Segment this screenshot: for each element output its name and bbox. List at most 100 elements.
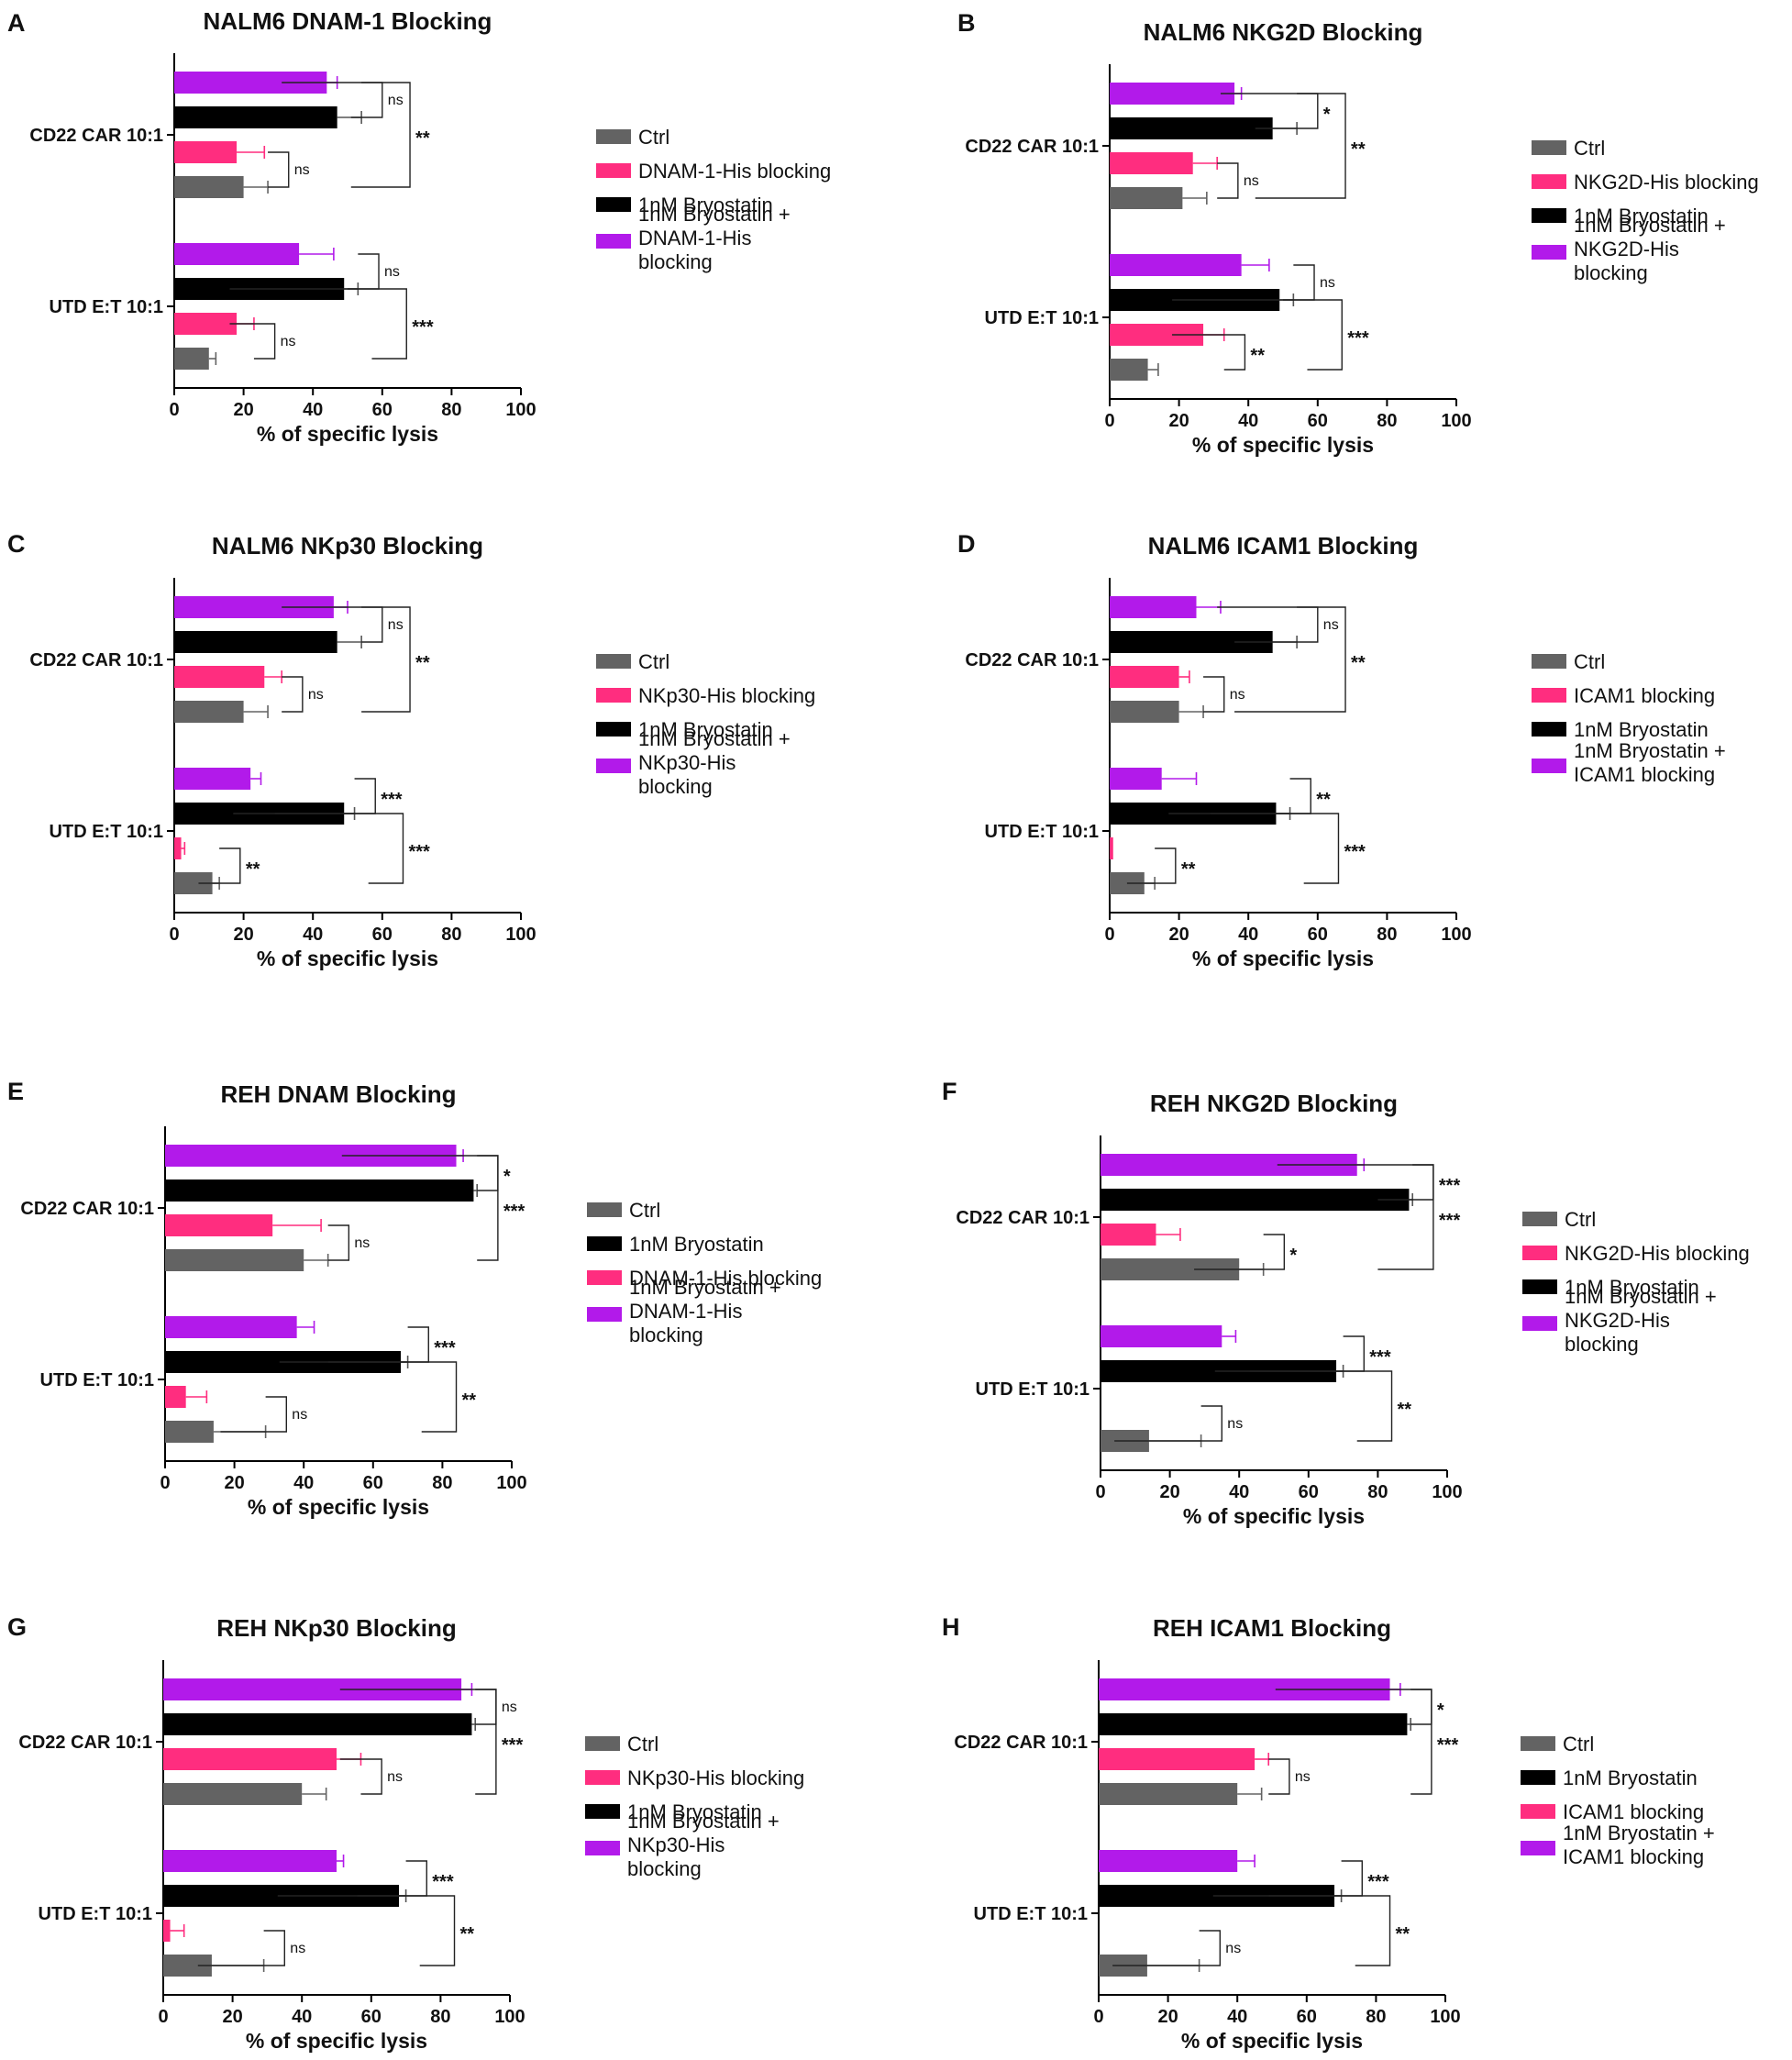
legend-label: 1nM Bryostatin + NKp30-His blocking bbox=[638, 727, 791, 798]
x-tick-label: 0 bbox=[169, 400, 179, 420]
significance-bracket bbox=[229, 323, 276, 360]
chart-title: NALM6 NKp30 Blocking bbox=[212, 532, 483, 559]
legend-label: 1nM Bryostatin bbox=[1565, 1276, 1699, 1299]
bar bbox=[1110, 152, 1193, 174]
chart-title: REH ICAM1 Blocking bbox=[1153, 1614, 1391, 1642]
significance-label: ns bbox=[387, 1769, 403, 1785]
significance-label: ** bbox=[1351, 139, 1366, 160]
significance-label: ** bbox=[1316, 790, 1331, 810]
legend-label-line: 1nM Bryostatin + bbox=[627, 1810, 780, 1833]
legend-swatch bbox=[585, 1770, 620, 1785]
bar bbox=[165, 1316, 297, 1338]
significance-label: ** bbox=[1181, 859, 1196, 880]
significance-bracket bbox=[1220, 93, 1346, 199]
legend-label-line: Ctrl bbox=[638, 126, 669, 149]
panel-letter: B bbox=[957, 9, 976, 37]
x-axis-label: % of specific lysis bbox=[257, 422, 438, 446]
bar bbox=[1099, 1850, 1238, 1872]
significance-label: *** bbox=[502, 1735, 524, 1755]
legend-label-line: Ctrl bbox=[638, 650, 669, 673]
legend-item: DNAM-1-His blocking bbox=[596, 160, 831, 183]
panel-letter: F bbox=[942, 1078, 957, 1105]
x-tick-label: 100 bbox=[496, 1473, 526, 1493]
significance-bracket bbox=[1214, 1370, 1393, 1442]
legend-label: 1nM Bryostatin bbox=[638, 718, 773, 741]
legend-swatch bbox=[587, 1270, 622, 1285]
legend-label-line: NKG2D-His blocking bbox=[1565, 1242, 1750, 1265]
x-tick-label: 0 bbox=[1104, 925, 1114, 945]
legend-label-line: 1nM Bryostatin bbox=[638, 194, 773, 216]
x-tick-label: 60 bbox=[1308, 411, 1328, 431]
legend-label: 1nM Bryostatin + DNAM-1-His blocking bbox=[638, 203, 791, 273]
significance-bracket bbox=[220, 1396, 287, 1433]
legend-item: Ctrl bbox=[587, 1199, 660, 1222]
x-tick-label: 100 bbox=[1432, 1482, 1462, 1502]
x-tick-label: 100 bbox=[1441, 925, 1471, 945]
x-tick-label: 20 bbox=[1168, 925, 1189, 945]
legend-item: 1nM Bryostatin + ICAM1 blocking bbox=[1521, 1822, 1715, 1868]
significance-bracket bbox=[1212, 1895, 1391, 1966]
bar bbox=[174, 701, 244, 723]
group-label: UTD E:T 10:1 bbox=[40, 1370, 154, 1390]
significance-bracket bbox=[1114, 1405, 1222, 1442]
panel-f: F REH NKG2D Blocking 0 20 40 60 80 100 % of spec… bbox=[942, 1078, 1750, 1528]
legend-swatch bbox=[596, 688, 631, 703]
bar bbox=[1099, 1713, 1408, 1735]
group-label: UTD E:T 10:1 bbox=[985, 822, 1099, 842]
group-label: UTD E:T 10:1 bbox=[50, 822, 163, 842]
significance-label: *** bbox=[1437, 1735, 1459, 1755]
x-tick-label: 60 bbox=[1308, 925, 1328, 945]
legend-label-line: NKp30-His bbox=[638, 751, 736, 774]
x-tick-label: 40 bbox=[293, 1473, 314, 1493]
legend-item: NKp30-His blocking bbox=[596, 684, 815, 707]
legend-label: DNAM-1-His blocking bbox=[638, 160, 831, 183]
legend-label: 1nM Bryostatin + ICAM1 blocking bbox=[1563, 1822, 1715, 1868]
significance-bracket bbox=[1168, 813, 1340, 884]
legend-item: Ctrl bbox=[1532, 650, 1605, 673]
bar bbox=[174, 768, 251, 790]
legend-swatch bbox=[596, 722, 631, 737]
significance-bracket bbox=[1194, 1234, 1286, 1270]
legend-label-line: NKp30-His blocking bbox=[638, 684, 815, 707]
legend-label-line: NKp30-His blocking bbox=[627, 1767, 804, 1789]
significance-label: ns bbox=[502, 1700, 517, 1715]
legend-item: 1nM Bryostatin + NKp30-His blocking bbox=[585, 1810, 780, 1880]
x-tick-label: 20 bbox=[233, 925, 253, 945]
significance-label: ns bbox=[1323, 617, 1339, 633]
legend-item: 1nM Bryostatin bbox=[585, 1800, 762, 1823]
legend-label: NKp30-His blocking bbox=[638, 684, 815, 707]
bar bbox=[1110, 666, 1179, 688]
legend-label-line: 1nM Bryostatin + bbox=[1574, 214, 1726, 237]
group-label: UTD E:T 10:1 bbox=[985, 308, 1099, 328]
bar bbox=[165, 1386, 186, 1408]
x-tick-label: 60 bbox=[372, 925, 393, 945]
bar bbox=[1099, 1748, 1256, 1770]
significance-bracket bbox=[198, 847, 241, 884]
x-tick-label: 100 bbox=[505, 925, 536, 945]
x-tick-label: 0 bbox=[158, 2007, 168, 2027]
significance-label: ** bbox=[246, 859, 260, 880]
significance-label: ** bbox=[1351, 653, 1366, 673]
x-tick-label: 0 bbox=[160, 1473, 170, 1493]
panel-g: G REH NKp30 Blocking 0 20 40 60 80 100 % of spec… bbox=[7, 1613, 804, 2053]
group-label: CD22 CAR 10:1 bbox=[965, 650, 1099, 670]
significance-label: ns bbox=[388, 617, 404, 633]
significance-bracket bbox=[327, 1224, 350, 1261]
significance-label: ns bbox=[1244, 173, 1259, 189]
significance-bracket bbox=[1217, 162, 1239, 199]
legend-item: 1nM Bryostatin bbox=[1522, 1276, 1699, 1299]
significance-label: *** bbox=[503, 1202, 525, 1222]
bar bbox=[1110, 83, 1235, 105]
significance-label: *** bbox=[412, 317, 434, 338]
bar bbox=[174, 176, 244, 198]
chart-title: REH DNAM Blocking bbox=[220, 1080, 456, 1108]
legend-swatch bbox=[1521, 1736, 1555, 1751]
bar bbox=[1101, 1224, 1156, 1246]
bar bbox=[1110, 359, 1148, 381]
significance-bracket bbox=[339, 1689, 497, 1795]
legend-label-line: blocking bbox=[627, 1857, 702, 1880]
x-tick-label: 40 bbox=[1229, 1482, 1249, 1502]
legend-swatch bbox=[585, 1804, 620, 1819]
bar bbox=[1110, 254, 1242, 276]
panel-b: B NALM6 NKG2D Blocking 0 20 40 60 80 100 % of sp… bbox=[957, 9, 1759, 457]
